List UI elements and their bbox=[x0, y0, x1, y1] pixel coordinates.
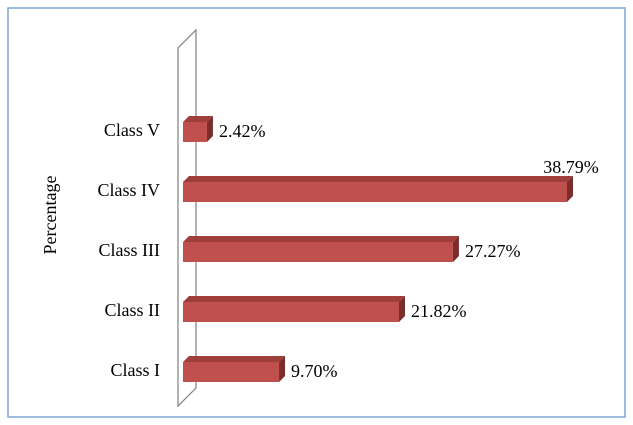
bar-side bbox=[399, 296, 406, 322]
bar-front bbox=[183, 122, 207, 142]
bar-top bbox=[183, 356, 286, 362]
bar-side bbox=[567, 176, 573, 202]
data-label: 27.27% bbox=[465, 241, 521, 261]
bar-side bbox=[452, 236, 459, 262]
y-tick-label: Class V bbox=[104, 120, 160, 140]
bar bbox=[183, 356, 286, 382]
y-tick-label: Class I bbox=[111, 360, 161, 380]
y-tick-label: Class IV bbox=[98, 180, 161, 200]
axis-wall bbox=[177, 28, 197, 408]
data-label: 21.82% bbox=[411, 301, 467, 321]
bar-side bbox=[206, 116, 213, 142]
bar-front bbox=[183, 242, 453, 262]
bar-front bbox=[183, 182, 567, 202]
bar-top bbox=[183, 236, 459, 242]
bar bbox=[183, 236, 459, 262]
bar-top bbox=[183, 296, 406, 302]
bar bbox=[183, 116, 213, 142]
data-label: 9.70% bbox=[291, 361, 338, 381]
chart-frame bbox=[7, 7, 626, 418]
data-label: 2.42% bbox=[219, 121, 266, 141]
y-tick-label: Class II bbox=[105, 300, 161, 320]
bar-top bbox=[183, 116, 213, 122]
bar-front bbox=[183, 302, 400, 322]
bar bbox=[183, 296, 406, 322]
bar-front bbox=[183, 362, 280, 382]
data-label: 38.79% bbox=[543, 157, 599, 177]
bar-top bbox=[183, 176, 573, 182]
bar bbox=[183, 176, 573, 202]
y-axis-label: Percentage bbox=[40, 176, 60, 255]
y-tick-label: Class III bbox=[99, 240, 161, 260]
bar-side bbox=[279, 356, 286, 382]
